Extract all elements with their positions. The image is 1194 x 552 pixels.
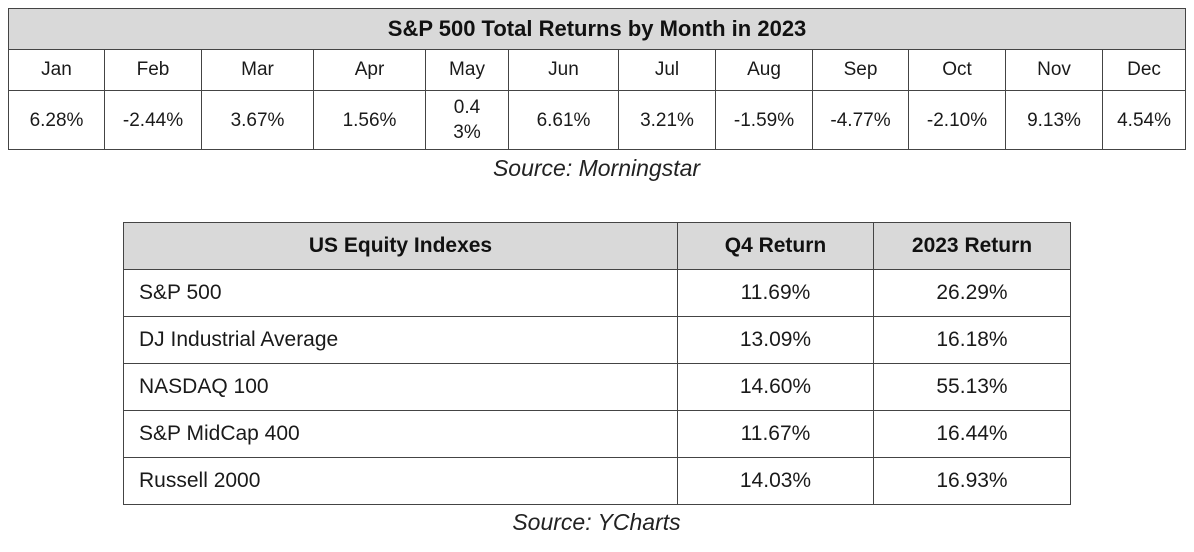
index-name: Russell 2000 xyxy=(123,457,678,505)
monthly-title-row: S&P 500 Total Returns by Month in 2023 xyxy=(7,8,1187,50)
monthly-values-row: 6.28% -2.44% 3.67% 1.56% 0.43% 6.61% 3.2… xyxy=(8,90,1187,150)
month-label: Nov xyxy=(1005,49,1103,91)
month-label: Jan xyxy=(8,49,105,91)
q4-return: 13.09% xyxy=(677,316,874,364)
table-row: DJ Industrial Average 13.09% 16.18% xyxy=(123,316,1071,364)
month-label: Jul xyxy=(618,49,716,91)
monthly-return-cell: 0.43% xyxy=(425,90,509,150)
index-name: S&P 500 xyxy=(123,269,678,317)
month-header-row: Jan Feb Mar Apr May Jun Jul Aug Sep Oct … xyxy=(8,49,1187,91)
q4-return: 11.69% xyxy=(677,269,874,317)
monthly-return-value: 1.56% xyxy=(313,90,426,150)
month-label: Feb xyxy=(104,49,202,91)
month-label: Apr xyxy=(313,49,426,91)
year-return: 16.93% xyxy=(873,457,1071,505)
monthly-return-value: 3.21% xyxy=(618,90,716,150)
monthly-returns-table: S&P 500 Total Returns by Month in 2023 J… xyxy=(7,8,1187,150)
monthly-return-value: -2.44% xyxy=(104,90,202,150)
monthly-return-value: -2.10% xyxy=(908,90,1006,150)
equity-index-table: US Equity Indexes Q4 Return 2023 Return … xyxy=(123,222,1071,505)
month-label: Mar xyxy=(201,49,314,91)
month-label: Jun xyxy=(508,49,619,91)
monthly-return-value: 3.67% xyxy=(201,90,314,150)
month-label: May xyxy=(425,49,509,91)
month-label: Sep xyxy=(812,49,909,91)
column-header-index: US Equity Indexes xyxy=(123,222,678,270)
index-name: S&P MidCap 400 xyxy=(123,410,678,458)
monthly-return-value: 4.54% xyxy=(1101,90,1187,150)
monthly-return-value: 6.61% xyxy=(508,90,619,150)
q4-return: 11.67% xyxy=(677,410,874,458)
q4-return: 14.60% xyxy=(677,363,874,411)
month-label: Aug xyxy=(715,49,813,91)
column-header-2023: 2023 Return xyxy=(873,222,1071,270)
monthly-return-value: 6.28% xyxy=(8,90,105,150)
monthly-return-value: -4.77% xyxy=(812,90,909,150)
year-return: 55.13% xyxy=(873,363,1071,411)
table-row: S&P 500 11.69% 26.29% xyxy=(123,269,1071,317)
column-header-q4: Q4 Return xyxy=(677,222,874,270)
monthly-table-title: S&P 500 Total Returns by Month in 2023 xyxy=(7,8,1187,50)
index-name: NASDAQ 100 xyxy=(123,363,678,411)
table-row: Russell 2000 14.03% 16.93% xyxy=(123,457,1071,505)
table-row: NASDAQ 100 14.60% 55.13% xyxy=(123,363,1071,411)
index-source-note: Source: YCharts xyxy=(512,509,681,535)
table-row: S&P MidCap 400 11.67% 16.44% xyxy=(123,410,1071,458)
monthly-return-value: 9.13% xyxy=(1005,90,1103,150)
year-return: 16.18% xyxy=(873,316,1071,364)
index-header-row: US Equity Indexes Q4 Return 2023 Return xyxy=(123,222,1071,270)
monthly-return-value: 0.43% xyxy=(453,97,481,143)
monthly-source-note: Source: Morningstar xyxy=(492,155,701,181)
month-label: Dec xyxy=(1101,49,1187,91)
q4-return: 14.03% xyxy=(677,457,874,505)
monthly-return-value: -1.59% xyxy=(715,90,813,150)
index-name: DJ Industrial Average xyxy=(123,316,678,364)
year-return: 26.29% xyxy=(873,269,1071,317)
month-label: Oct xyxy=(908,49,1006,91)
year-return: 16.44% xyxy=(873,410,1071,458)
